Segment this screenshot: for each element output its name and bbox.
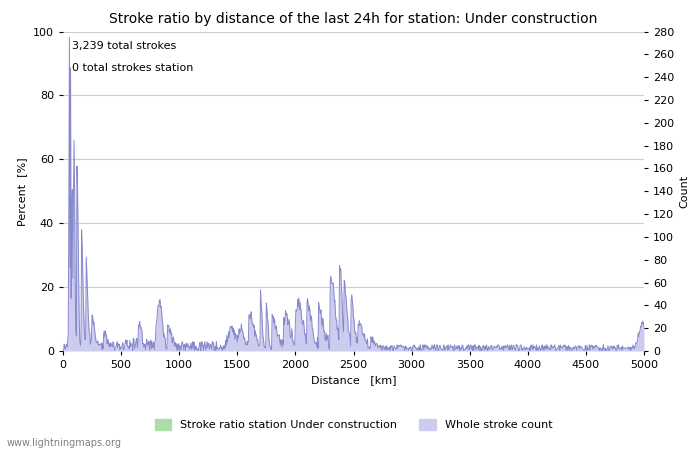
Title: Stroke ratio by distance of the last 24h for station: Under construction: Stroke ratio by distance of the last 24h… [109, 12, 598, 26]
Text: 3,239 total strokes: 3,239 total strokes [71, 41, 176, 51]
Legend: Stroke ratio station Under construction, Whole stroke count: Stroke ratio station Under construction,… [150, 414, 557, 434]
Text: www.lightningmaps.org: www.lightningmaps.org [7, 438, 122, 448]
Y-axis label: Count: Count [680, 175, 689, 208]
Y-axis label: Percent  [%]: Percent [%] [18, 157, 27, 225]
X-axis label: Distance   [km]: Distance [km] [311, 376, 396, 386]
Text: 0 total strokes station: 0 total strokes station [71, 63, 193, 73]
